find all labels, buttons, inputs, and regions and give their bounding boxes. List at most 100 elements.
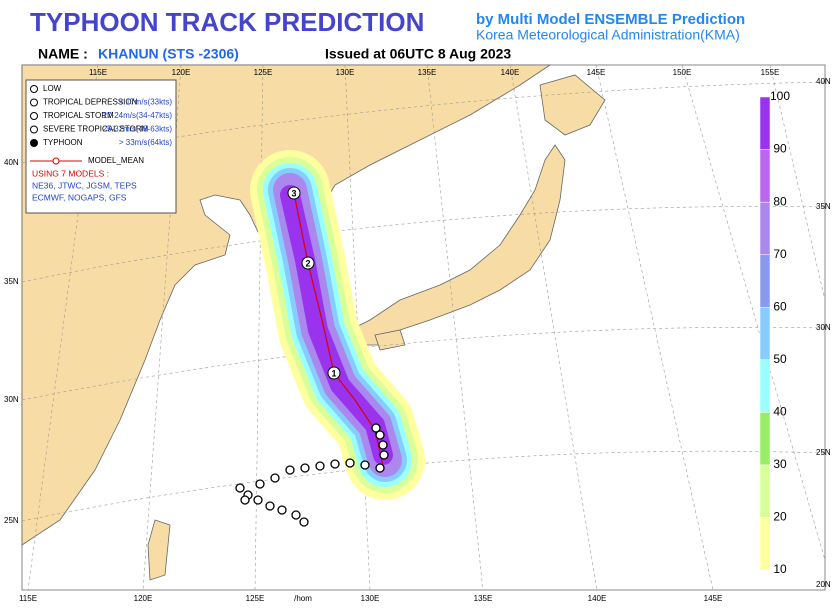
legend-symbol	[30, 98, 38, 107]
legend-symbol	[30, 125, 38, 134]
day-marker	[301, 256, 315, 270]
colorbar-tick: 60	[773, 299, 787, 313]
colorbar-tick: 50	[773, 352, 787, 366]
title: TYPHOON TRACK PREDICTION	[30, 7, 424, 37]
typhoon-name: KHANUN (STS -2306)	[98, 46, 239, 62]
lat-label: 35N	[4, 277, 19, 286]
model-tracks	[235, 423, 389, 527]
lon-label: 115E	[89, 68, 107, 77]
storm-symbol	[300, 463, 310, 473]
colorbar-band	[759, 201, 771, 255]
storm-symbol	[240, 495, 250, 505]
colorbar-tick: 40	[773, 405, 787, 419]
lat-label: 40N	[816, 77, 831, 86]
subtitle: by Multi Model ENSEMBLE Prediction	[476, 11, 745, 28]
colorbar-tick: 70	[773, 247, 787, 261]
legend-label: LOW	[43, 84, 62, 93]
storm-symbol	[255, 479, 265, 489]
legend-box	[25, 79, 177, 214]
graticule	[21, 64, 826, 591]
legend-symbol	[30, 139, 38, 147]
day-label: 3	[291, 188, 296, 198]
lon-label: 125E	[254, 68, 273, 77]
colorbar-band	[759, 464, 771, 518]
colorbar-band	[759, 149, 771, 203]
legend-criteria: 25-32m/s(48-63kts)	[103, 125, 173, 134]
storm-symbol	[253, 495, 263, 505]
lat-label: 30N	[816, 323, 831, 332]
colorbar-band	[759, 306, 771, 361]
storm-symbol	[345, 458, 355, 468]
lon-label: 120E	[134, 594, 153, 603]
lon-label: /hom	[294, 594, 312, 603]
colorbar-band	[759, 412, 771, 466]
lon-label: 125E	[246, 594, 265, 603]
storm-symbol	[360, 460, 370, 470]
colorbar-tick: 20	[773, 510, 787, 524]
legend-criteria: 17-24m/s(34-47kts)	[103, 111, 173, 120]
lon-label: 135E	[474, 594, 493, 603]
legend-symbol	[30, 112, 38, 120]
legend-symbol	[30, 85, 38, 93]
lon-label: 115E	[19, 594, 37, 603]
lon-label: 145E	[704, 594, 723, 603]
lon-label: 130E	[336, 68, 355, 77]
storm-symbol	[299, 517, 309, 527]
colorbar-tick: 90	[773, 142, 787, 156]
colorbar-tick: 100	[770, 89, 790, 103]
models: ECMWF, NOGAPS, GFS	[32, 192, 127, 202]
legend-label: TROPICAL DEPRESSION	[43, 98, 138, 107]
lat-label: 25N	[4, 516, 19, 525]
storm-symbol	[375, 463, 385, 473]
lon-label: 145E	[587, 68, 606, 77]
legend-criteria: < 17m/s(33kts)	[119, 98, 172, 107]
issued: Issued at 06UTC 8 Aug 2023	[325, 46, 511, 62]
colorbar-band	[759, 254, 771, 308]
storm-symbol	[291, 510, 301, 520]
storm-symbol	[265, 501, 275, 511]
day-label: 1	[331, 368, 336, 378]
legend-mean: MODEL_MEAN	[88, 156, 144, 165]
storm-symbol	[285, 465, 295, 475]
legend-label: SEVERE TROPICAL STORM	[43, 125, 149, 134]
lat-label: 40N	[4, 158, 19, 167]
day-marker	[327, 366, 341, 380]
day-marker	[287, 186, 301, 200]
storm-symbol	[235, 483, 245, 493]
lon-label: 140E	[588, 594, 607, 603]
lon-label: 150E	[673, 68, 692, 77]
colorbar-band	[759, 517, 771, 571]
colorbar-band	[759, 359, 771, 413]
colorbar-band	[759, 96, 771, 150]
storm-symbol	[315, 461, 325, 471]
storm-symbol	[270, 473, 280, 483]
storm-symbol	[277, 505, 287, 515]
storm-symbol	[371, 423, 381, 433]
lat-label: 35N	[816, 202, 831, 211]
lat-label: 30N	[4, 395, 19, 404]
colorbar-tick: 80	[773, 194, 787, 208]
name-label: NAME :	[38, 46, 88, 62]
models: NE36, JTWC, JGSM, TEPS	[32, 180, 137, 190]
lon-label: 130E	[361, 594, 380, 603]
storm-symbol	[378, 440, 388, 450]
colorbar-tick: 10	[773, 562, 787, 576]
lat-label: 25N	[816, 448, 831, 457]
legend-label: TYPHOON	[43, 138, 83, 147]
legend-label: TROPICAL STORM	[43, 111, 114, 120]
day-label: 2	[305, 258, 310, 268]
lon-label: 120E	[172, 68, 191, 77]
storm-symbol	[330, 459, 340, 469]
storm-symbol	[375, 430, 385, 440]
subtitle: Korea Meteorological Administration(KMA)	[476, 27, 740, 43]
lon-label: 155E	[761, 68, 780, 77]
lon-label: 135E	[418, 68, 437, 77]
colorbar-tick: 30	[773, 457, 787, 471]
legend-mean-symbol	[52, 157, 60, 165]
lon-label: 140E	[501, 68, 520, 77]
legend-criteria: > 33m/s(64kts)	[119, 138, 172, 147]
lat-label: 20N	[816, 580, 831, 589]
storm-symbol	[379, 450, 389, 460]
